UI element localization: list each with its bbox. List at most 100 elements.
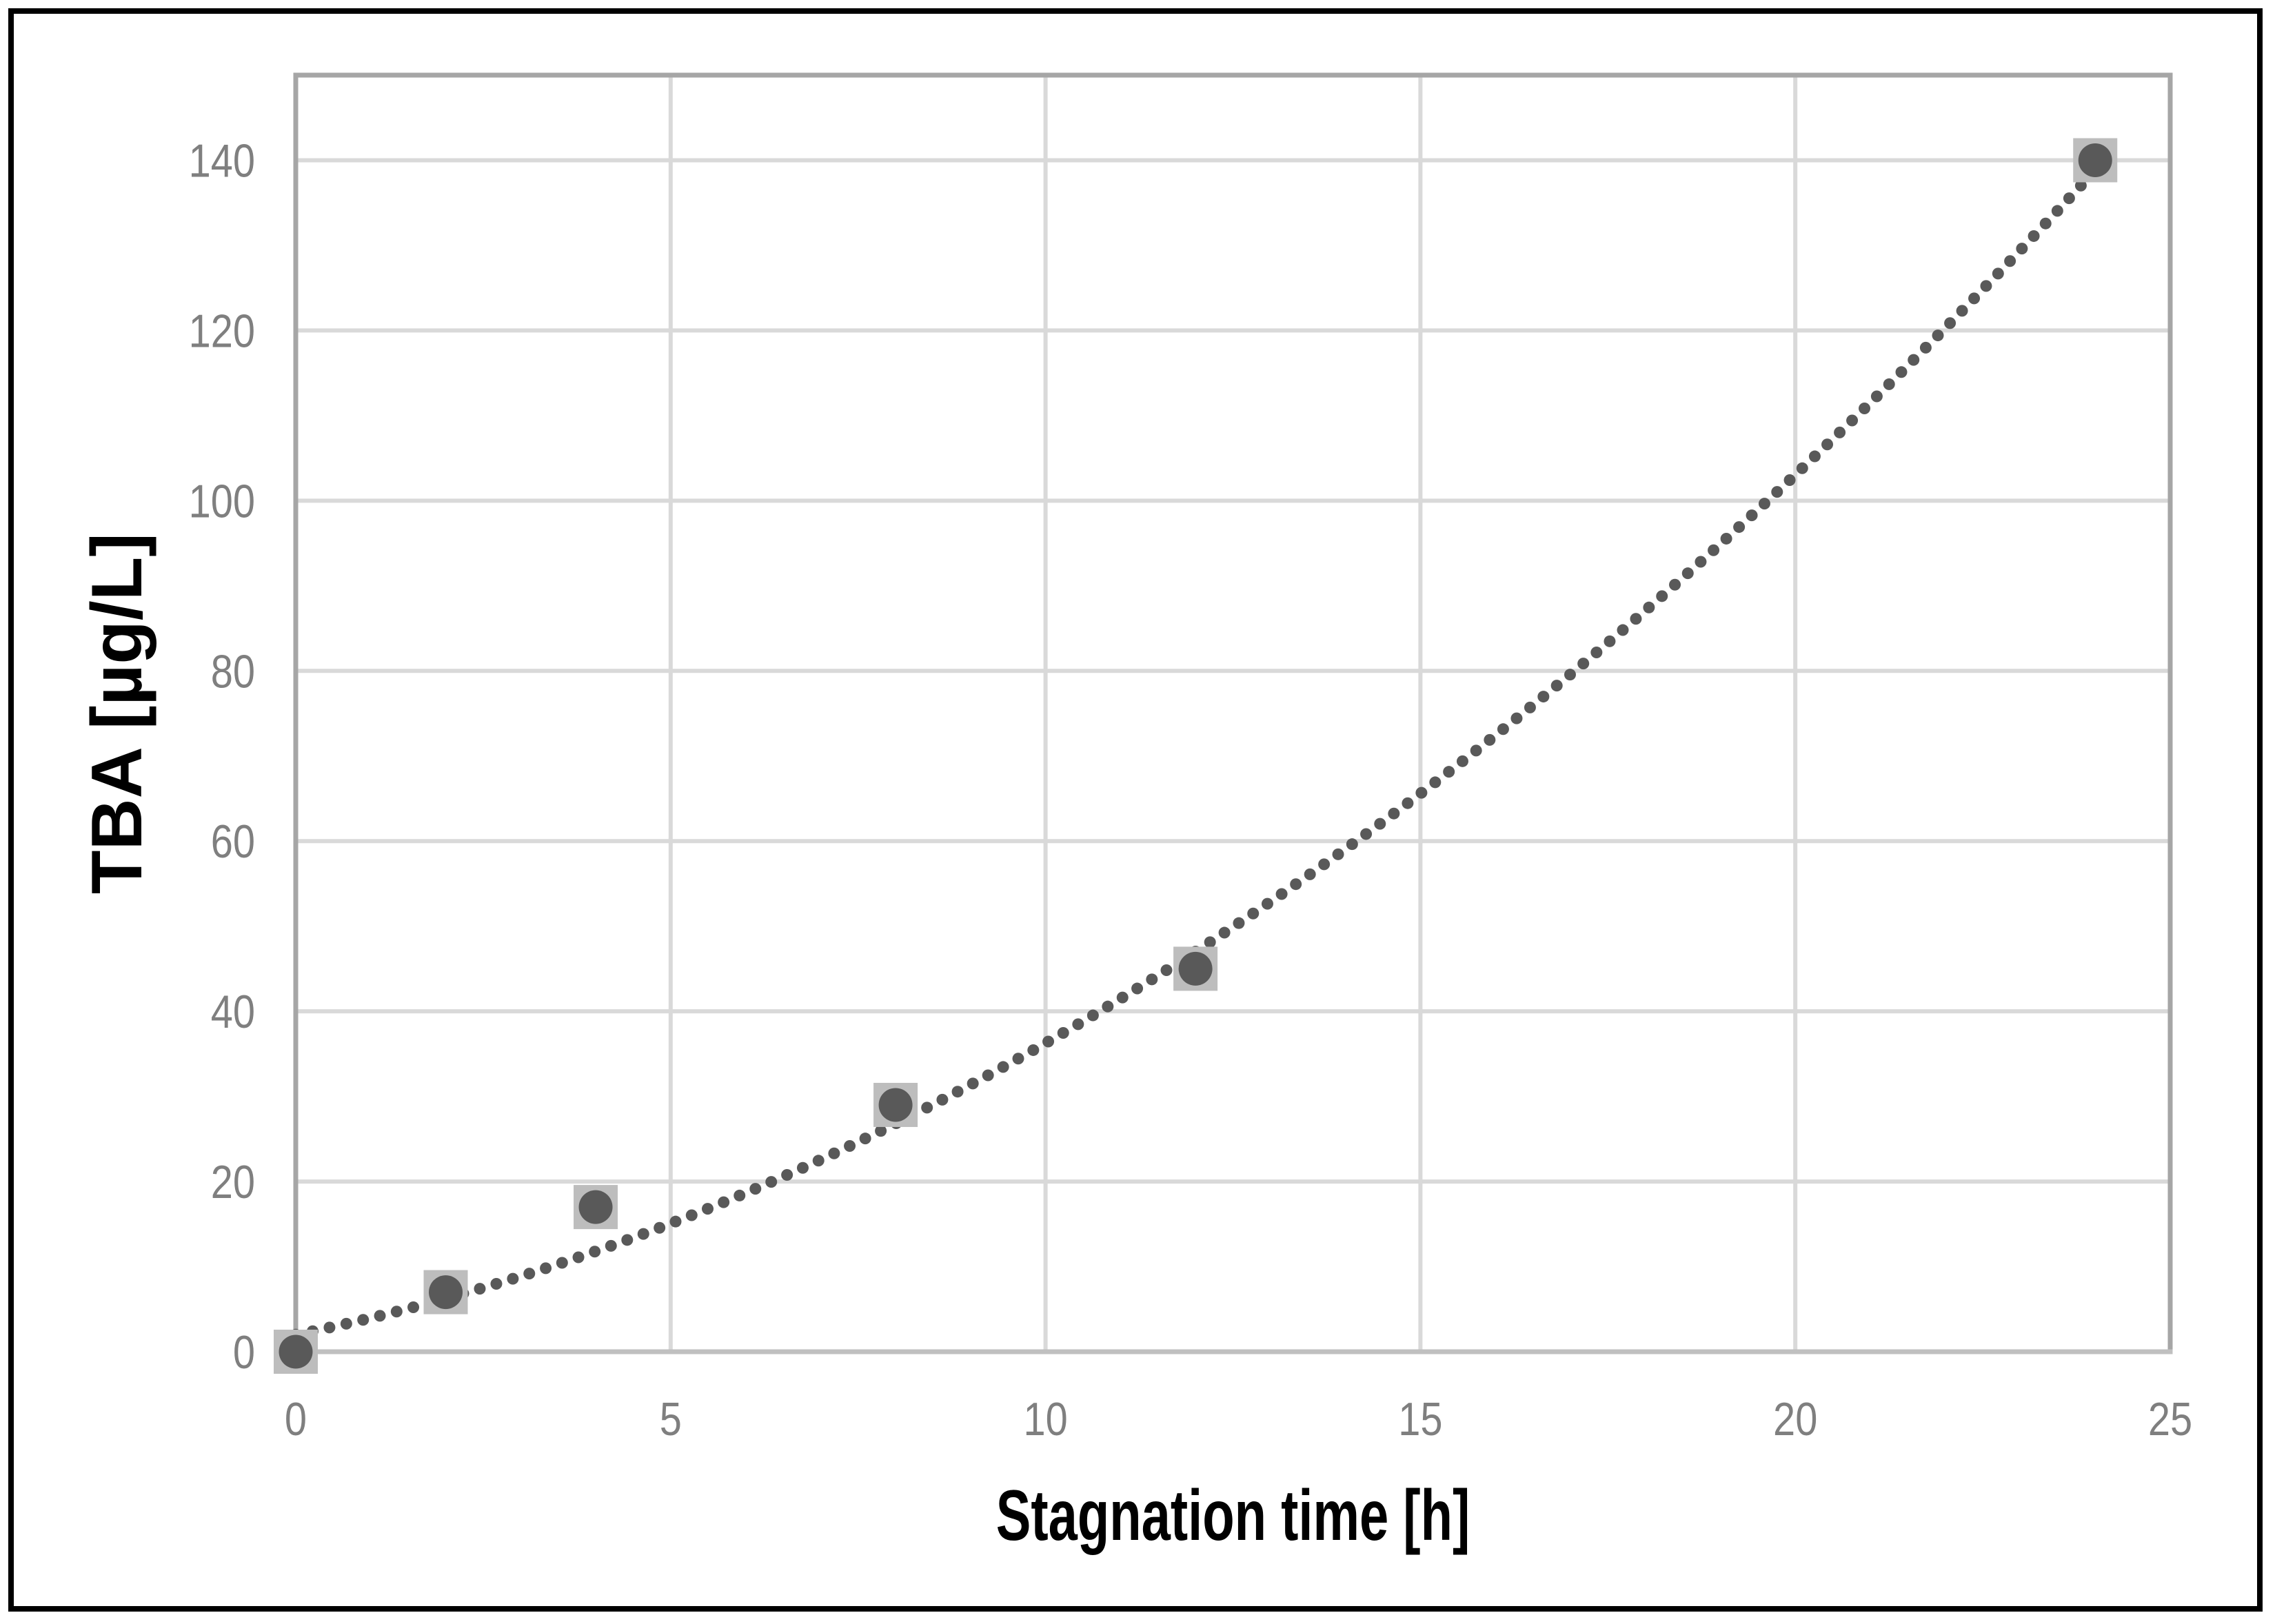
- trendline-dot: [1630, 613, 1642, 625]
- trendline-dot: [1746, 509, 1758, 522]
- trendline-dot: [1908, 354, 1920, 366]
- trendline-dot: [1204, 936, 1216, 948]
- trendline-dot: [1932, 329, 1944, 342]
- y-tick-label: 80: [211, 646, 255, 698]
- trendline-dot: [2004, 255, 2016, 267]
- trendline-dot: [407, 1301, 420, 1314]
- trendline-dot: [1131, 982, 1144, 995]
- trendline-dot: [1834, 426, 1846, 438]
- trendline-dot: [936, 1093, 949, 1106]
- trendline-dot: [1318, 858, 1331, 871]
- trendline-dot: [2074, 179, 2087, 192]
- trendline-dot: [1510, 712, 1523, 724]
- trendline-dot: [621, 1234, 634, 1246]
- trendline-dot: [490, 1277, 503, 1290]
- trendline-dot: [1643, 601, 1655, 613]
- trendline-dot: [828, 1147, 840, 1159]
- trendline-dot: [749, 1183, 762, 1195]
- x-tick-label: 5: [660, 1394, 682, 1445]
- trendline-dot: [1681, 567, 1694, 580]
- trendline-dot: [781, 1168, 793, 1181]
- trendline-dot: [1617, 624, 1629, 636]
- trendline-dot: [1360, 828, 1373, 840]
- trendline-dot: [734, 1189, 746, 1201]
- trendline-dot: [374, 1310, 386, 1322]
- trendline-dot: [654, 1221, 666, 1234]
- trendline-dot: [2051, 205, 2063, 217]
- x-tick-label: 25: [2148, 1394, 2192, 1445]
- trendline-dot: [1524, 701, 1536, 713]
- x-tick-label: 10: [1023, 1394, 1067, 1445]
- trendline-dot: [1102, 1000, 1114, 1013]
- trendline-dot: [637, 1228, 649, 1240]
- trendline-dot: [1883, 378, 1895, 390]
- trendline-dot: [765, 1176, 778, 1188]
- trendline-dot: [844, 1140, 856, 1153]
- trendline-dot: [1497, 723, 1509, 735]
- trendline-dot: [997, 1061, 1009, 1073]
- trendline-dot: [474, 1283, 486, 1295]
- trendline-dot: [669, 1215, 682, 1228]
- y-tick-label: 40: [211, 986, 255, 1038]
- trendline-dot: [1247, 907, 1260, 920]
- trendline-dot: [1708, 544, 1720, 556]
- trendline-dot: [340, 1317, 352, 1330]
- trendline-dot: [1695, 556, 1707, 568]
- trendline-dot: [556, 1257, 568, 1269]
- y-tick-label: 0: [233, 1327, 255, 1379]
- marker-circle: [878, 1088, 913, 1122]
- trendline-dot: [1870, 390, 1883, 403]
- trendline-dot: [1218, 926, 1231, 939]
- trendline-dot: [812, 1155, 825, 1167]
- trendline-dot: [921, 1102, 933, 1114]
- trendline-dot: [1470, 744, 1482, 757]
- trendline-dot: [1808, 450, 1821, 463]
- x-axis-title: Stagnation time [h]: [995, 1476, 1470, 1556]
- figure-frame: [8, 8, 2263, 1612]
- trendline-dot: [1758, 498, 1770, 510]
- trendline-dot: [1771, 486, 1783, 498]
- trendline-dot: [982, 1069, 994, 1082]
- trendline-dot: [589, 1246, 601, 1258]
- trendline-dot: [2016, 243, 2028, 255]
- trendline-dot: [1895, 366, 1908, 378]
- x-tick-label: 15: [1398, 1394, 1442, 1445]
- marker-circle: [578, 1190, 613, 1224]
- trendline-dot: [1956, 305, 1968, 317]
- trendline-dot: [1443, 766, 1455, 778]
- trendline-dot: [1116, 991, 1129, 1004]
- trendline-dot: [1042, 1035, 1055, 1048]
- trendline-dot: [951, 1086, 964, 1098]
- trendline-dot: [1550, 680, 1563, 692]
- trendline-dot: [1783, 474, 1796, 486]
- trendline-dot: [1304, 868, 1316, 880]
- y-tick-label: 120: [189, 305, 255, 357]
- trendline-dot: [1796, 462, 1808, 474]
- trendline-dot: [507, 1272, 519, 1285]
- trendline-dot: [1290, 878, 1302, 891]
- trendline-dot: [1429, 776, 1442, 789]
- trendline-dot: [1388, 807, 1400, 820]
- trendline-dot: [1332, 848, 1344, 860]
- trendline-dot: [1992, 267, 2004, 280]
- marker-circle: [429, 1275, 463, 1310]
- trendline-dot: [967, 1077, 979, 1090]
- trendline-dot: [1537, 691, 1550, 703]
- trendline-dot: [1944, 317, 1957, 329]
- trendline-dot: [1374, 818, 1386, 830]
- trendline-dot: [1564, 669, 1576, 681]
- marker-circle: [1178, 951, 1213, 986]
- trendline-dot: [1919, 341, 1932, 354]
- trendline-dot: [2039, 217, 2052, 230]
- trendline-dot: [1577, 658, 1590, 670]
- trendline-dot: [390, 1306, 403, 1318]
- y-tick-label: 140: [189, 135, 255, 187]
- trendline-dot: [2063, 192, 2075, 205]
- trendline-dot: [1415, 786, 1428, 799]
- trendline-dot: [796, 1161, 809, 1174]
- trendline-dot: [875, 1125, 887, 1137]
- trendline-dot: [1233, 917, 1245, 929]
- trendline-dot: [1160, 964, 1173, 976]
